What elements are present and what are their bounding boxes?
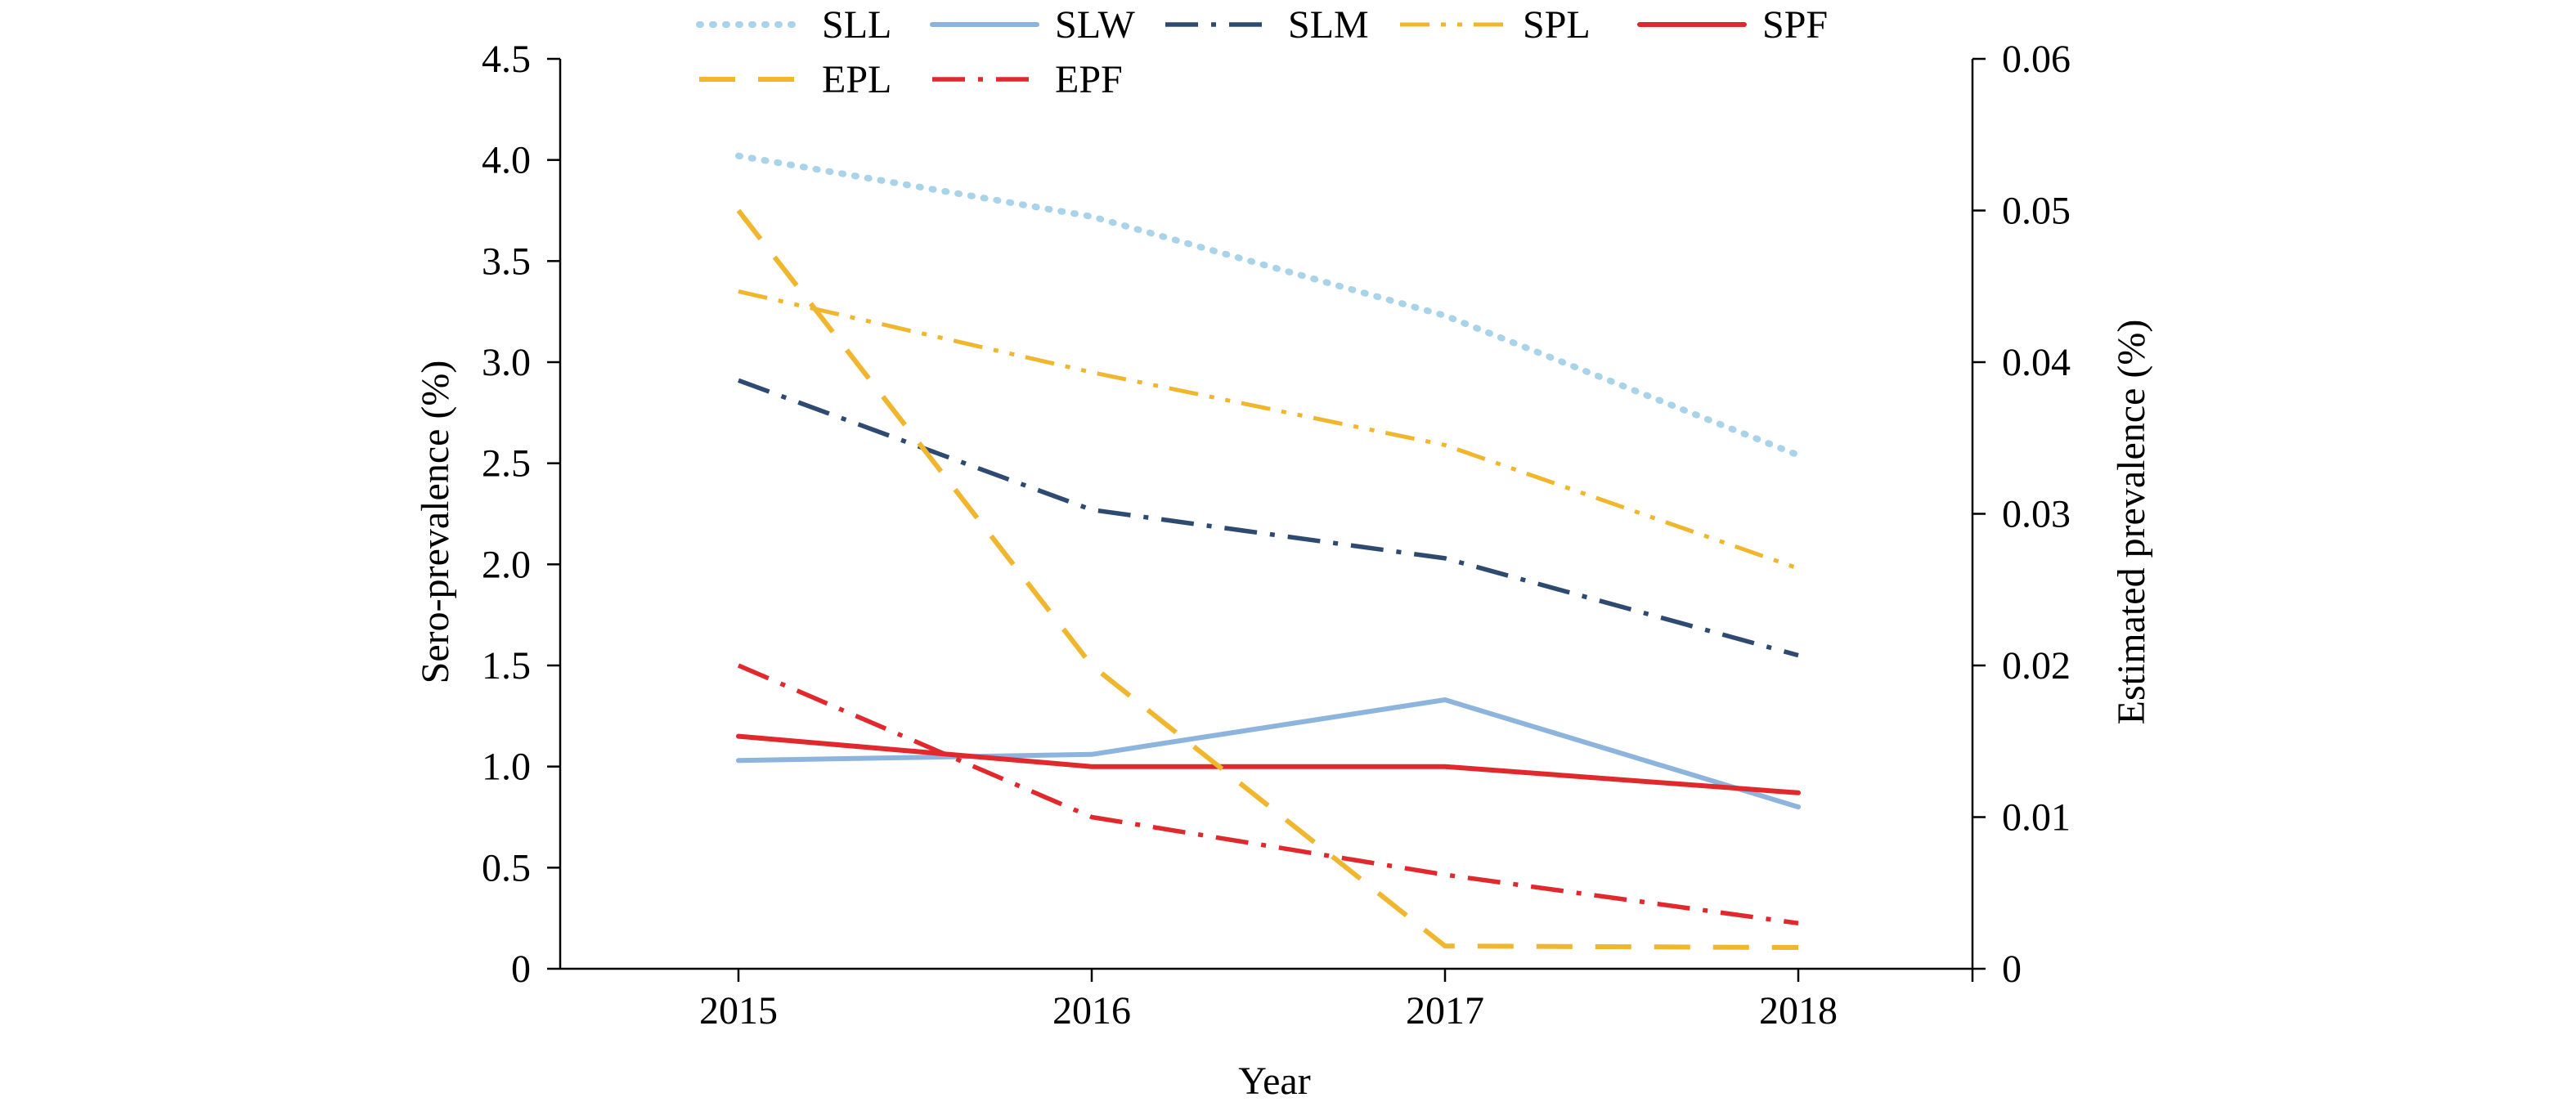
y-right-tick-label: 0.02 (2002, 644, 2071, 688)
legend: SLL SLW SLM SPL SPF EPL EPF (696, 3, 1828, 101)
y-left-tick-label: 3.5 (482, 240, 531, 283)
legend-label-spl: SPL (1523, 3, 1591, 47)
y-axis-left-title: Sero-prevalence (%) (414, 361, 457, 684)
x-tick-label: 2018 (1759, 989, 1838, 1033)
y-left-tick-label: 2.5 (482, 442, 531, 486)
series-lines (735, 152, 1802, 950)
x-axis-title: Year (1238, 1059, 1310, 1103)
legend-item-slm: SLM (1165, 3, 1369, 47)
y-right-tick-label: 0.01 (2002, 796, 2071, 840)
legend-label-sll: SLL (822, 3, 891, 47)
y-right-tick-label: 0.03 (2002, 493, 2071, 536)
y-left-tick-label: 1.0 (482, 746, 531, 789)
series-line-slm (738, 378, 1799, 658)
y-left-tick-label: 1.5 (482, 644, 531, 688)
series-line-epf (737, 663, 1799, 926)
legend-item-spl: SPL (1400, 3, 1591, 47)
legend-label-epl: EPL (822, 58, 891, 101)
y-left-tick-label: 2.0 (482, 543, 531, 586)
x-tick-label: 2016 (1052, 989, 1131, 1033)
x-tick-label: 2015 (699, 989, 778, 1033)
series-line-sll (735, 152, 1802, 459)
y-right-tick-label: 0.05 (2002, 190, 2071, 233)
legend-label-epf: EPF (1055, 58, 1123, 101)
x-tick-label: 2017 (1406, 989, 1484, 1033)
y-left-tick-label: 4.5 (482, 38, 531, 81)
legend-item-epl: EPL (699, 58, 891, 101)
legend-item-epf: EPF (932, 58, 1123, 101)
y-left-tick-label: 0.5 (482, 846, 531, 889)
legend-item-sll: SLL (696, 3, 891, 47)
legend-item-slw: SLW (930, 3, 1135, 47)
y-left-tick-label: 4.0 (482, 139, 531, 182)
legend-label-spf: SPF (1762, 3, 1828, 47)
series-line-spl (738, 289, 1799, 571)
legend-label-slw: SLW (1055, 3, 1135, 47)
legend-item-spf: SPF (1637, 3, 1828, 47)
y-right-tick-label: 0.04 (2002, 341, 2071, 384)
y-right-tick-label: 0.06 (2002, 38, 2071, 81)
series-line-slw (736, 697, 1801, 810)
series-line-epl (736, 208, 1799, 950)
series-line-spf (736, 733, 1801, 795)
y-left-tick-label: 0 (511, 947, 531, 991)
y-left-tick-label: 3.0 (482, 341, 531, 384)
axes: 0 0.5 1.0 1.5 2.0 2.5 3.0 3.5 4.0 4.5 0 0.01 0.02 0.0… (482, 38, 2071, 1033)
y-right-tick-label: 0 (2002, 947, 2022, 991)
legend-label-slm: SLM (1288, 3, 1369, 47)
y-axis-right-title: Estimated prevalence (%) (2110, 320, 2153, 725)
